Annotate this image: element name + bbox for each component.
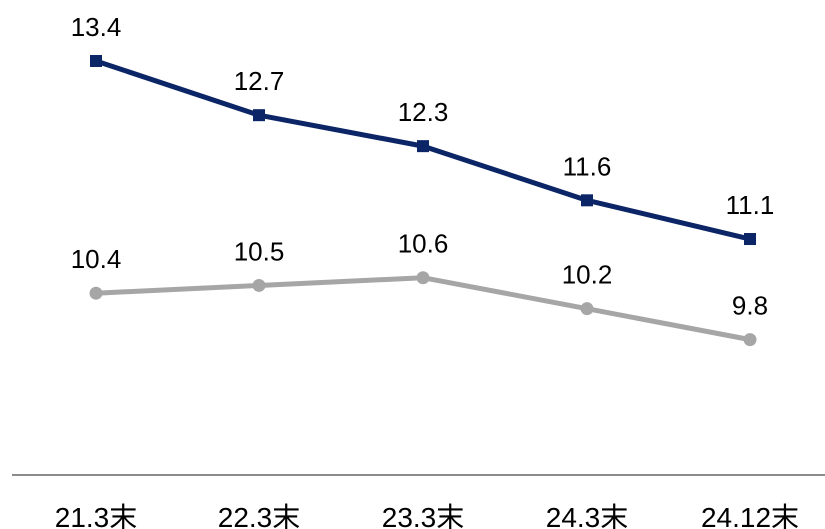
series-1-data-label: 12.7: [234, 66, 285, 96]
x-tick-layer: 21.3末 22.3末 23.3末 24.3末 24.12末: [55, 502, 799, 529]
series-layer: [89, 55, 757, 347]
series-2-data-label: 10.6: [398, 229, 449, 259]
x-tick-label: 23.3末: [382, 502, 465, 529]
series-2-point: [252, 278, 266, 292]
series-2-point: [743, 333, 757, 347]
series-1-point: [90, 55, 102, 67]
data-label-layer: 13.4 12.7 12.3 11.6 11.1 10.4 10.5 10.6 10.2 9.8: [71, 12, 775, 321]
x-tick-label: 21.3末: [55, 502, 138, 529]
series-2-data-label: 10.4: [71, 244, 122, 274]
x-tick-label: 24.3末: [546, 502, 629, 529]
series-2-data-label: 10.5: [234, 236, 285, 266]
series-1-point: [581, 194, 593, 207]
series-2-point: [416, 271, 430, 285]
x-tick-label: 22.3末: [218, 502, 301, 529]
series-1-point: [744, 233, 756, 246]
x-tick-label: 24.12末: [701, 502, 799, 529]
series-1-data-label: 11.1: [726, 190, 775, 220]
series-2-data-label: 10.2: [562, 260, 613, 290]
series-1-data-label: 11.6: [563, 151, 612, 181]
series-2-point: [89, 286, 103, 300]
series-1-data-label: 13.4: [71, 12, 122, 42]
series-1-data-label: 12.3: [398, 97, 449, 127]
series-2-line: [93, 275, 753, 343]
series-1-point: [253, 109, 265, 122]
series-2-point: [580, 302, 594, 316]
series-1-point: [417, 140, 429, 153]
series-2-data-label: 9.8: [732, 291, 768, 321]
